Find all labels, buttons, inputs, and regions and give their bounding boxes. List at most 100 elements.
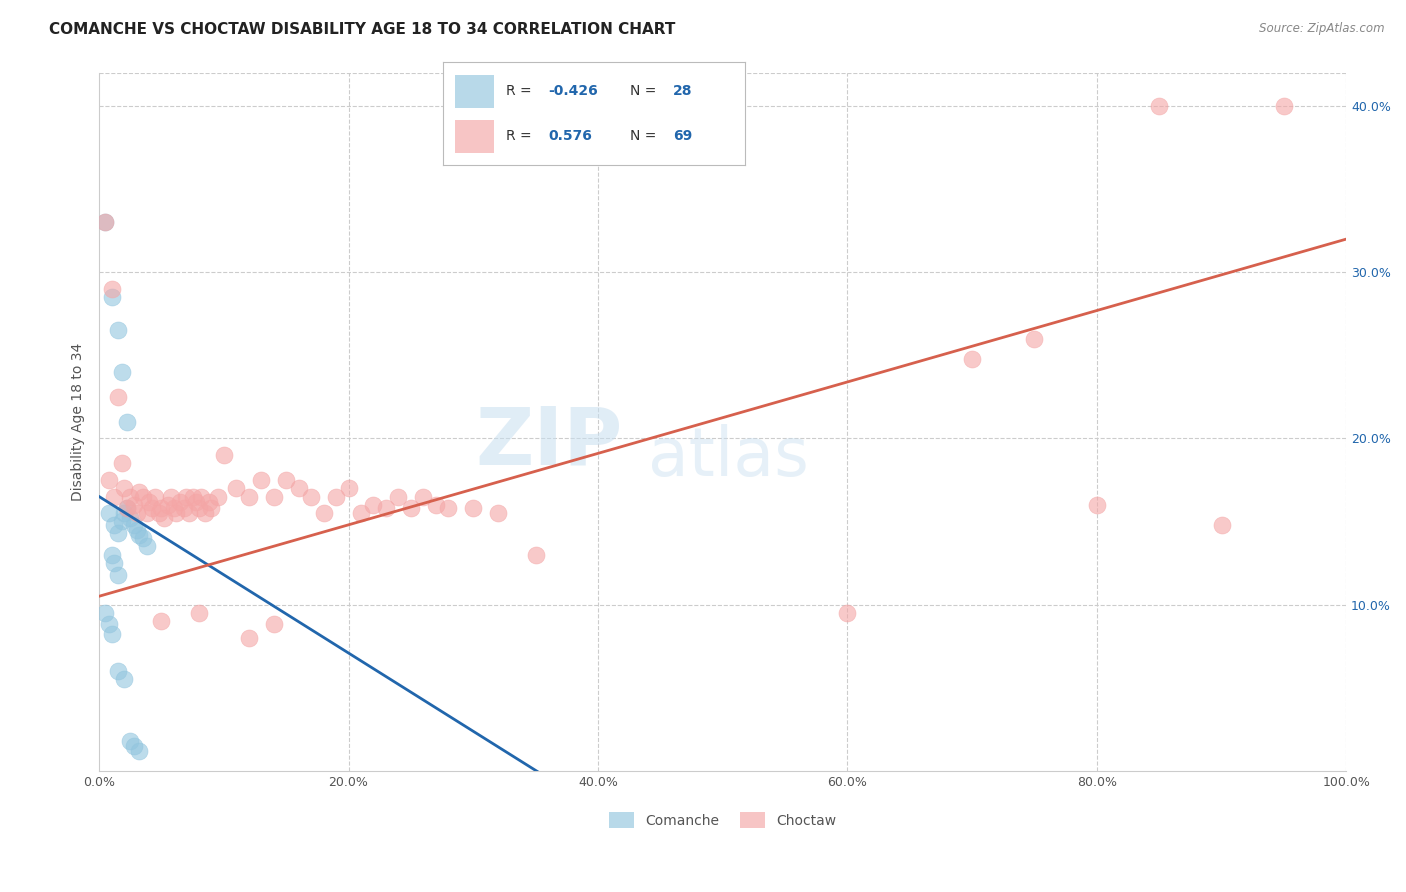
Point bbox=[350, 506, 373, 520]
Point bbox=[960, 351, 983, 366]
Point bbox=[100, 627, 122, 641]
Bar bbox=[456, 120, 495, 153]
Point bbox=[225, 481, 247, 495]
Point bbox=[200, 501, 222, 516]
Point bbox=[107, 390, 129, 404]
Point bbox=[1085, 498, 1108, 512]
Point bbox=[132, 531, 155, 545]
Point bbox=[165, 506, 187, 520]
Point bbox=[169, 494, 191, 508]
Point bbox=[176, 490, 198, 504]
Point bbox=[100, 548, 122, 562]
Point bbox=[312, 506, 335, 520]
Point bbox=[100, 282, 122, 296]
Point bbox=[194, 506, 217, 520]
Point bbox=[141, 501, 163, 516]
Point bbox=[120, 733, 142, 747]
Point bbox=[287, 481, 309, 495]
Point bbox=[177, 506, 200, 520]
Point bbox=[387, 490, 409, 504]
Point bbox=[187, 606, 209, 620]
Text: -0.426: -0.426 bbox=[548, 84, 599, 98]
Point bbox=[100, 290, 122, 304]
Point bbox=[263, 490, 285, 504]
Point bbox=[110, 515, 132, 529]
Text: R =: R = bbox=[506, 129, 541, 144]
Point bbox=[163, 501, 186, 516]
Point bbox=[238, 490, 260, 504]
Point bbox=[110, 456, 132, 470]
Point bbox=[103, 517, 125, 532]
Point bbox=[238, 631, 260, 645]
Point bbox=[107, 323, 129, 337]
Legend: Comanche, Choctaw: Comanche, Choctaw bbox=[603, 806, 842, 833]
Point bbox=[107, 567, 129, 582]
Point bbox=[276, 473, 298, 487]
Point bbox=[103, 490, 125, 504]
Point bbox=[128, 484, 150, 499]
Point bbox=[148, 506, 170, 520]
Point bbox=[125, 523, 148, 537]
Text: N =: N = bbox=[630, 129, 661, 144]
Point bbox=[363, 498, 385, 512]
Point bbox=[1211, 517, 1233, 532]
Point bbox=[190, 490, 212, 504]
Point bbox=[107, 664, 129, 678]
Point bbox=[120, 511, 142, 525]
Point bbox=[103, 556, 125, 570]
Point bbox=[337, 481, 360, 495]
Point bbox=[153, 511, 176, 525]
Point bbox=[128, 744, 150, 758]
Point bbox=[115, 415, 138, 429]
Text: atlas: atlas bbox=[648, 424, 808, 490]
Text: 28: 28 bbox=[672, 84, 692, 98]
Point bbox=[98, 473, 121, 487]
Point bbox=[112, 481, 135, 495]
Text: 0.576: 0.576 bbox=[548, 129, 592, 144]
Point bbox=[837, 606, 859, 620]
Point bbox=[94, 606, 117, 620]
Point bbox=[186, 494, 208, 508]
Point bbox=[325, 490, 347, 504]
Point bbox=[463, 501, 485, 516]
Text: 69: 69 bbox=[672, 129, 692, 144]
Point bbox=[122, 517, 145, 532]
Point bbox=[412, 490, 434, 504]
Text: COMANCHE VS CHOCTAW DISABILITY AGE 18 TO 34 CORRELATION CHART: COMANCHE VS CHOCTAW DISABILITY AGE 18 TO… bbox=[49, 22, 676, 37]
Point bbox=[138, 494, 160, 508]
Point bbox=[135, 506, 157, 520]
Point bbox=[94, 215, 117, 229]
Point bbox=[524, 548, 547, 562]
Point bbox=[263, 617, 285, 632]
Point bbox=[135, 540, 157, 554]
Point bbox=[122, 739, 145, 753]
Text: R =: R = bbox=[506, 84, 536, 98]
Point bbox=[115, 501, 138, 516]
Point bbox=[122, 498, 145, 512]
Text: ZIP: ZIP bbox=[475, 404, 623, 482]
Point bbox=[107, 526, 129, 541]
Point bbox=[94, 215, 117, 229]
Point bbox=[160, 490, 183, 504]
Point bbox=[486, 506, 509, 520]
Point bbox=[120, 490, 142, 504]
Point bbox=[437, 501, 460, 516]
Point bbox=[112, 673, 135, 687]
Point bbox=[198, 494, 221, 508]
Point bbox=[132, 490, 155, 504]
Point bbox=[212, 448, 235, 462]
Point bbox=[143, 490, 166, 504]
Text: Source: ZipAtlas.com: Source: ZipAtlas.com bbox=[1260, 22, 1385, 36]
Point bbox=[375, 501, 398, 516]
Y-axis label: Disability Age 18 to 34: Disability Age 18 to 34 bbox=[72, 343, 86, 501]
Point bbox=[299, 490, 322, 504]
Text: N =: N = bbox=[630, 84, 661, 98]
Point bbox=[1147, 99, 1170, 113]
Point bbox=[150, 501, 173, 516]
Point bbox=[110, 365, 132, 379]
Point bbox=[98, 617, 121, 632]
Point bbox=[207, 490, 229, 504]
Point bbox=[98, 506, 121, 520]
Point bbox=[150, 614, 173, 628]
Point bbox=[156, 498, 179, 512]
